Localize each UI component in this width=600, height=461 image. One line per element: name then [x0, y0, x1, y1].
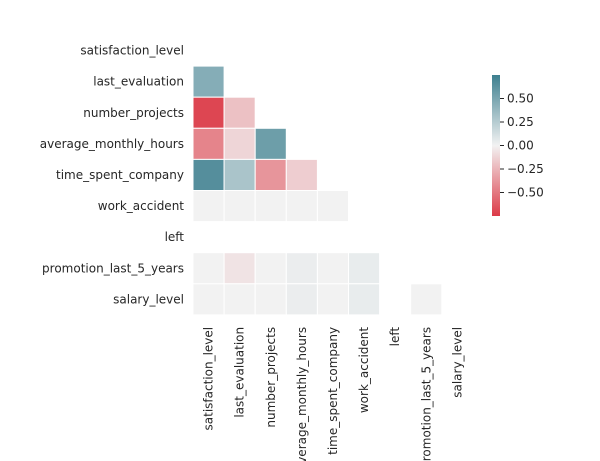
heatmap-cell-work_accident-number_projects [254, 190, 287, 223]
heatmap-cell-number_projects-satisfaction_level [192, 96, 225, 129]
heatmap-cell-promotion_last_5_years-satisfaction_level [192, 252, 225, 285]
heatmap-cell-salary_level-time_spent_company [316, 283, 349, 316]
heatmap-cell-average_monthly_hours-number_projects [254, 127, 287, 160]
row-label-promotion_last_5_years: promotion_last_5_years [42, 261, 184, 275]
heatmap-cells [192, 65, 443, 316]
colorbar-tick-label: −0.25 [507, 162, 544, 176]
row-label-time_spent_company: time_spent_company [56, 168, 184, 182]
col-label-promotion_last_5_years: promotion_last_5_years [419, 327, 433, 461]
heatmap-cell-promotion_last_5_years-time_spent_company [316, 252, 349, 285]
heatmap-cell-promotion_last_5_years-work_accident [348, 252, 381, 285]
colorbar-gradient [492, 75, 500, 216]
col-label-salary_level: salary_level [450, 327, 464, 398]
row-label-last_evaluation: last_evaluation [93, 75, 184, 89]
colorbar-tick-label: 0.00 [507, 139, 534, 153]
row-label-work_accident: work_accident [98, 199, 185, 213]
heatmap-cell-work_accident-time_spent_company [316, 190, 349, 223]
heatmap-cell-salary_level-work_accident [348, 283, 381, 316]
row-label-number_projects: number_projects [83, 106, 184, 120]
heatmap-cell-number_projects-last_evaluation [223, 96, 256, 129]
heatmap-cell-last_evaluation-satisfaction_level [192, 65, 225, 98]
heatmap-cell-promotion_last_5_years-number_projects [254, 252, 287, 285]
heatmap-cell-salary_level-number_projects [254, 283, 287, 316]
heatmap-cell-salary_level-promotion_last_5_years [410, 283, 443, 316]
heatmap-cell-work_accident-average_monthly_hours [285, 190, 318, 223]
colorbar: 0.50 0.25 0.00 −0.25 −0.50 [492, 75, 544, 216]
column-labels: satisfaction_level last_evaluation number_… [202, 327, 465, 461]
row-label-left: left [165, 230, 185, 244]
col-label-last_evaluation: last_evaluation [233, 327, 247, 418]
colorbar-ticks: 0.50 0.25 0.00 −0.25 −0.50 [500, 92, 544, 200]
heatmap-cell-time_spent_company-average_monthly_hours [285, 158, 318, 191]
col-label-average_monthly_hours: average_monthly_hours [295, 327, 309, 461]
row-labels: satisfaction_level last_evaluation number_… [40, 44, 185, 307]
heatmap-cell-promotion_last_5_years-last_evaluation [223, 252, 256, 285]
heatmap-cell-average_monthly_hours-last_evaluation [223, 127, 256, 160]
heatmap-cell-promotion_last_5_years-average_monthly_hours [285, 252, 318, 285]
col-label-satisfaction_level: satisfaction_level [202, 327, 216, 431]
row-label-salary_level: salary_level [113, 292, 184, 306]
heatmap-cell-time_spent_company-last_evaluation [223, 158, 256, 191]
heatmap-cell-time_spent_company-number_projects [254, 158, 287, 191]
col-label-work_accident: work_accident [357, 327, 371, 414]
heatmap-cell-salary_level-last_evaluation [223, 283, 256, 316]
col-label-time_spent_company: time_spent_company [326, 327, 340, 455]
heatmap-cell-salary_level-average_monthly_hours [285, 283, 318, 316]
heatmap-cell-time_spent_company-satisfaction_level [192, 158, 225, 191]
heatmap-cell-salary_level-satisfaction_level [192, 283, 225, 316]
colorbar-tick-label: −0.50 [507, 186, 544, 200]
col-label-left: left [388, 327, 402, 347]
colorbar-tick-label: 0.50 [507, 92, 534, 106]
col-label-number_projects: number_projects [264, 327, 278, 428]
heatmap-cell-work_accident-last_evaluation [223, 190, 256, 223]
heatmap-cell-average_monthly_hours-satisfaction_level [192, 127, 225, 160]
row-label-satisfaction_level: satisfaction_level [80, 44, 184, 58]
heatmap-cell-work_accident-satisfaction_level [192, 190, 225, 223]
row-label-average_monthly_hours: average_monthly_hours [40, 137, 184, 151]
colorbar-tick-label: 0.25 [507, 115, 534, 129]
